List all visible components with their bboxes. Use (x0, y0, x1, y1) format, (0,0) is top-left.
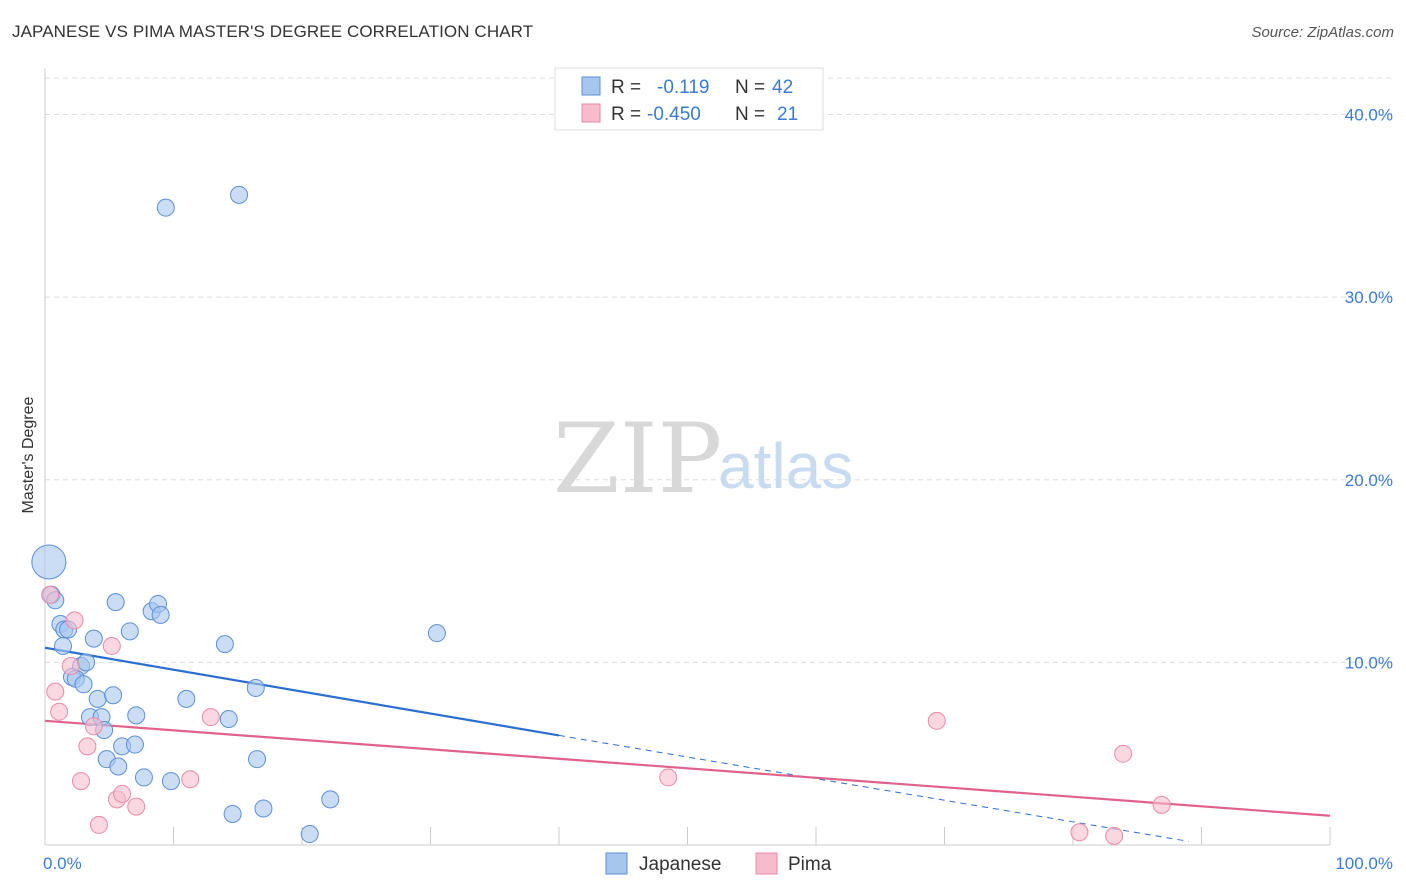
point-japanese (254, 799, 273, 818)
point-pima (113, 784, 132, 803)
y-tick-label: 10.0% (1345, 653, 1393, 672)
axes (44, 68, 1331, 846)
stats-swatch-pima (581, 103, 601, 123)
point-pima (102, 636, 121, 655)
point-japanese (215, 635, 234, 654)
point-pima (84, 717, 103, 736)
legend-swatch-japanese (605, 852, 628, 875)
y-tick-label: 20.0% (1345, 471, 1393, 490)
point-japanese (106, 593, 125, 612)
point-pima (1070, 823, 1089, 842)
point-japanese (223, 804, 242, 823)
trend-line-pima (44, 719, 1331, 817)
point-japanese (88, 689, 107, 708)
point-pima (46, 682, 65, 701)
point-japanese (84, 629, 103, 648)
legend-label-japanese: Japanese (639, 854, 721, 875)
stats-legend: R = -0.119 N = 42 R = -0.450 N = 21 (554, 67, 824, 131)
point-pima (41, 585, 60, 604)
grid (45, 77, 1395, 663)
stats-swatch-japanese (581, 76, 601, 96)
stats-r-label-pima: R = (611, 104, 641, 125)
stats-r-label-japanese: R = (611, 77, 641, 98)
point-pima (201, 708, 220, 727)
point-pima (659, 768, 678, 787)
point-pima (78, 737, 97, 756)
point-japanese (31, 544, 67, 580)
point-japanese (104, 686, 123, 705)
point-japanese (127, 706, 146, 725)
point-pima (1152, 795, 1171, 814)
stats-n-label-pima: N = (735, 104, 765, 125)
point-pima (61, 657, 80, 676)
point-pima (127, 797, 146, 816)
point-pima (65, 611, 84, 630)
point-japanese (74, 675, 93, 694)
point-japanese (134, 768, 153, 787)
data-points (31, 185, 1171, 845)
x-tick-label: 0.0% (43, 854, 82, 873)
stats-n-value-pima: 21 (777, 104, 798, 125)
trend-line-japanese (44, 646, 560, 737)
x-tick-labels: 0.0% 100.0% (43, 854, 1393, 873)
point-pima (1114, 744, 1133, 763)
point-japanese (246, 678, 265, 697)
point-japanese (151, 605, 170, 624)
point-pima (181, 770, 200, 789)
watermark-zip: ZIP (553, 403, 722, 515)
point-japanese (219, 709, 238, 728)
stats-r-value-pima: -0.450 (647, 104, 701, 125)
point-japanese (77, 653, 96, 672)
point-pima (1105, 826, 1124, 845)
point-pima (71, 772, 90, 791)
point-pima (50, 702, 69, 721)
y-axis-label: Master's Degree (20, 396, 37, 513)
legend-label-pima: Pima (788, 854, 832, 875)
point-japanese (156, 198, 175, 217)
point-japanese (125, 735, 144, 754)
stats-n-value-japanese: 42 (772, 77, 793, 98)
point-japanese (248, 750, 267, 769)
point-japanese (427, 624, 446, 643)
stats-r-value-japanese: -0.119 (657, 77, 709, 98)
series-legend: Japanese Pima (605, 852, 832, 875)
y-tick-label: 30.0% (1345, 288, 1393, 307)
point-japanese (109, 757, 128, 776)
stats-n-label-japanese: N = (735, 77, 765, 98)
point-japanese (321, 790, 340, 809)
point-japanese (120, 622, 139, 641)
y-tick-label: 40.0% (1345, 106, 1393, 125)
x-tick-label: 100.0% (1335, 854, 1393, 873)
watermark-atlas: atlas (718, 430, 853, 502)
watermark: ZIP atlas (553, 403, 853, 515)
point-japanese (300, 825, 319, 844)
point-japanese (161, 772, 180, 791)
point-pima (927, 711, 946, 730)
legend-swatch-pima (755, 852, 778, 875)
trend-lines (44, 646, 1331, 842)
trend-line-japanese-extension (558, 734, 1189, 842)
y-tick-labels: 10.0% 20.0% 30.0% 40.0% (1345, 106, 1393, 673)
point-japanese (53, 636, 72, 655)
point-japanese (177, 689, 196, 708)
point-pima (89, 815, 108, 834)
point-japanese (230, 185, 249, 204)
chart-title: JAPANESE VS PIMA MASTER'S DEGREE CORRELA… (12, 22, 534, 41)
source-label: Source: ZipAtlas.com (1251, 24, 1394, 41)
